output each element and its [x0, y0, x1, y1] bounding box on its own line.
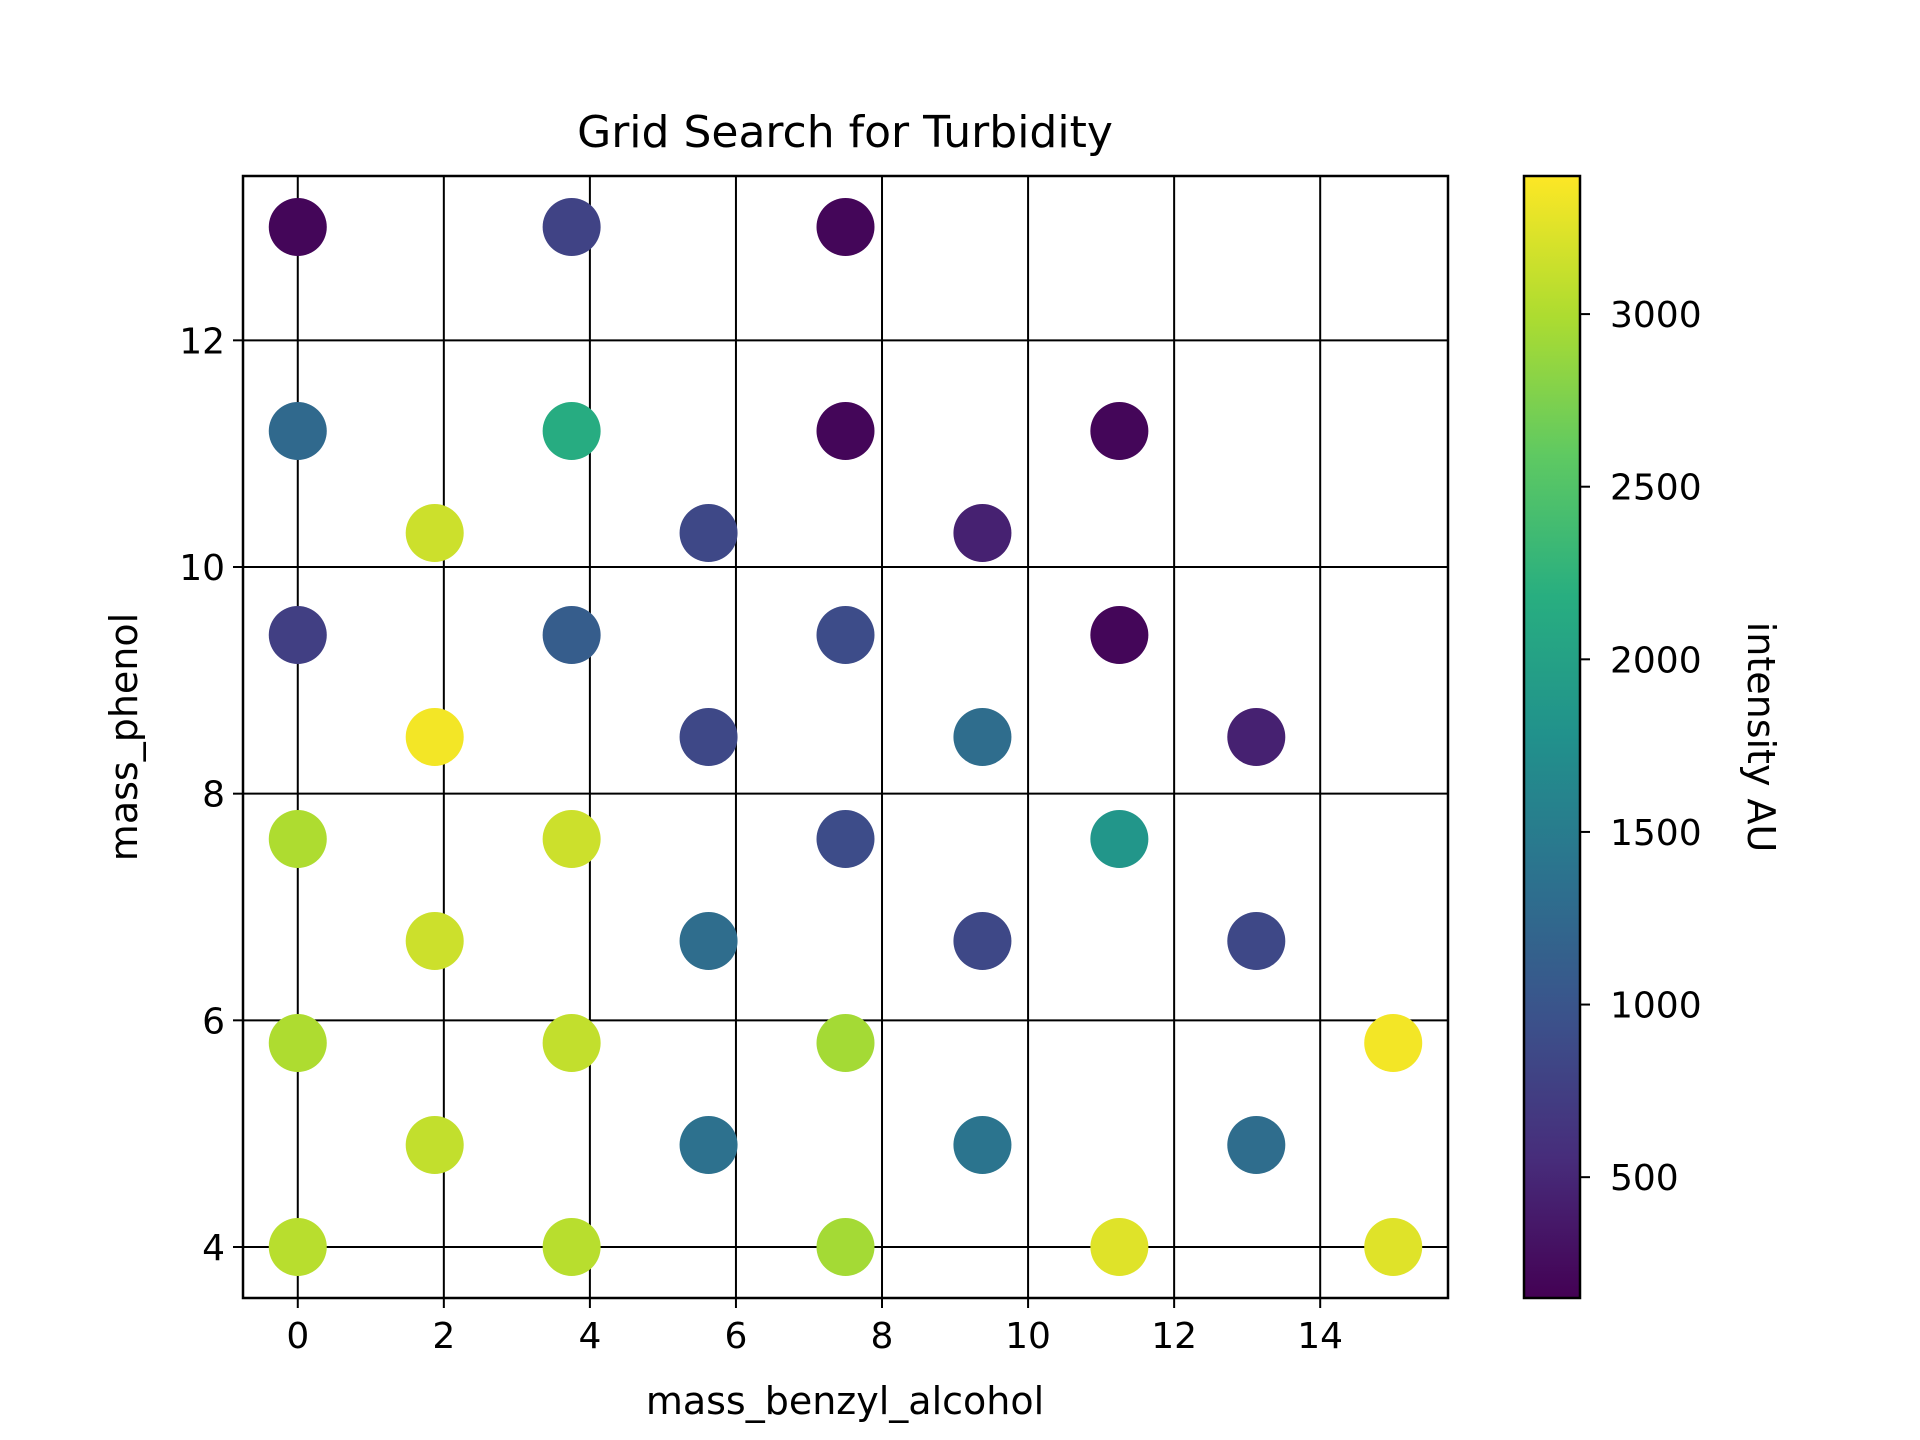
x-tick-label: 4: [578, 1316, 601, 1357]
data-point: [679, 1116, 738, 1174]
colorbar-tick-label: 1000: [1610, 986, 1702, 1027]
data-point: [268, 810, 327, 868]
colorbar-tick-label: 2000: [1610, 640, 1702, 681]
x-tick-label: 10: [1005, 1316, 1051, 1357]
y-axis-label: mass_phenol: [102, 613, 146, 861]
data-point: [405, 708, 464, 766]
chart-title: Grid Search for Turbidity: [577, 107, 1113, 158]
data-point: [1090, 402, 1149, 460]
y-tick-label: 12: [179, 321, 225, 362]
data-point: [953, 912, 1012, 970]
data-point: [1364, 1218, 1423, 1276]
data-point: [268, 1014, 327, 1072]
data-point: [542, 1218, 601, 1276]
data-point: [542, 606, 601, 664]
data-point: [542, 1014, 601, 1072]
data-point: [816, 198, 875, 256]
colorbar-tick-label: 500: [1610, 1158, 1679, 1199]
data-point: [816, 402, 875, 460]
colorbar-tick-label: 1500: [1610, 813, 1702, 854]
data-point: [679, 708, 738, 766]
data-point: [679, 504, 738, 562]
colorbar-label: intensity AU: [1739, 622, 1783, 853]
data-point: [1090, 606, 1149, 664]
data-point: [953, 504, 1012, 562]
data-point: [1090, 810, 1149, 868]
data-point: [268, 1218, 327, 1276]
colorbar-tick-label: 3000: [1610, 295, 1702, 336]
y-tick-label: 10: [179, 548, 225, 589]
x-tick-label: 6: [725, 1316, 748, 1357]
data-point: [542, 198, 601, 256]
data-points: [268, 198, 1423, 1276]
x-tick-label: 2: [432, 1316, 455, 1357]
x-axis-ticks: 0 2 4 6 8 10 12 14: [286, 1298, 1343, 1357]
data-point: [816, 606, 875, 664]
data-point: [268, 606, 327, 664]
x-tick-label: 12: [1151, 1316, 1197, 1357]
data-point: [816, 810, 875, 868]
data-point: [1227, 1116, 1286, 1174]
data-point: [405, 912, 464, 970]
x-tick-label: 14: [1297, 1316, 1343, 1357]
data-point: [1227, 912, 1286, 970]
data-point: [953, 1116, 1012, 1174]
data-point: [1090, 1218, 1149, 1276]
y-tick-label: 8: [202, 775, 225, 816]
grid-lines: [243, 176, 1448, 1298]
y-tick-label: 6: [202, 1001, 225, 1042]
x-tick-label: 8: [871, 1316, 894, 1357]
colorbar-ticks: 500 1000 1500 2000 2500 3000: [1580, 295, 1702, 1199]
data-point: [1364, 1014, 1423, 1072]
plot-frame: [241, 174, 1450, 1300]
colorbar-tick-label: 2500: [1610, 468, 1702, 509]
data-point: [405, 1116, 464, 1174]
data-point: [405, 504, 464, 562]
data-point: [816, 1014, 875, 1072]
data-point: [1227, 708, 1286, 766]
data-point: [268, 402, 327, 460]
y-axis-ticks: 4 6 8 10 12: [179, 321, 243, 1269]
data-point: [542, 402, 601, 460]
data-point: [542, 810, 601, 868]
data-point: [679, 912, 738, 970]
x-axis-label: mass_benzyl_alcohol: [646, 1379, 1044, 1423]
y-tick-label: 4: [202, 1228, 225, 1269]
data-point: [816, 1218, 875, 1276]
data-point: [268, 198, 327, 256]
data-point: [953, 708, 1012, 766]
colorbar: [1522, 174, 1582, 1300]
x-tick-label: 0: [286, 1316, 309, 1357]
